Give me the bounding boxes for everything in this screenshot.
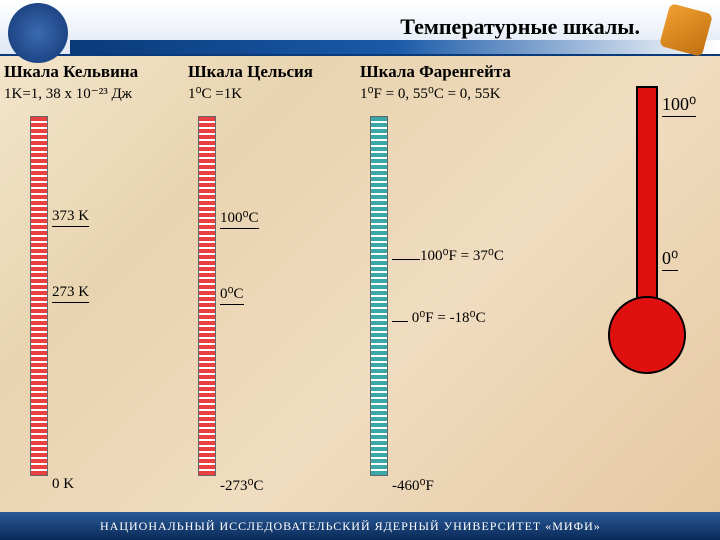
page-title: Температурные шкалы. bbox=[400, 14, 640, 40]
fahrenheit-tick-neg460: -460⁰F bbox=[392, 476, 434, 495]
kelvin-scale bbox=[30, 116, 48, 476]
kelvin-label: Шкала Кельвина bbox=[4, 62, 138, 82]
celsius-scale bbox=[198, 116, 216, 476]
kelvin-tick-273: 273 K bbox=[52, 284, 89, 303]
university-logo bbox=[8, 3, 68, 63]
kelvin-tick-0: 0 K bbox=[52, 476, 74, 493]
thermometer-mid-label: 0⁰ bbox=[662, 248, 678, 271]
celsius-tick-neg273: -273⁰C bbox=[220, 476, 264, 495]
footer: НАЦИОНАЛЬНЫЙ ИССЛЕДОВАТЕЛЬСКИЙ ЯДЕРНЫЙ У… bbox=[0, 512, 720, 540]
header-band bbox=[70, 40, 720, 54]
fahrenheit-scale bbox=[370, 116, 388, 476]
thermometer-stem bbox=[636, 86, 658, 308]
kelvin-sublabel: 1K=1, 38 х 10⁻²³ Дж bbox=[4, 84, 132, 103]
fahrenheit-sublabel: 1⁰F = 0, 55⁰C = 0, 55K bbox=[360, 84, 501, 103]
fahrenheit-tick-0: 0⁰F = -18⁰C bbox=[392, 308, 486, 327]
thermometer-top-label: 100⁰ bbox=[662, 94, 696, 117]
thermometer-bulb bbox=[608, 296, 686, 374]
fahrenheit-label: Шкала Фаренгейта bbox=[360, 62, 511, 82]
celsius-sublabel: 1⁰C =1K bbox=[188, 84, 242, 103]
celsius-tick-0: 0⁰C bbox=[220, 284, 244, 305]
celsius-label: Шкала Цельсия bbox=[188, 62, 313, 82]
fahrenheit-tick-100: 100⁰F = 37⁰C bbox=[392, 246, 504, 265]
header: Температурные шкалы. bbox=[0, 0, 720, 56]
celsius-tick-100: 100⁰C bbox=[220, 208, 259, 229]
kelvin-tick-373: 373 K bbox=[52, 208, 89, 227]
content: Шкала Кельвина 1K=1, 38 х 10⁻²³ Дж 373 K… bbox=[0, 56, 720, 512]
